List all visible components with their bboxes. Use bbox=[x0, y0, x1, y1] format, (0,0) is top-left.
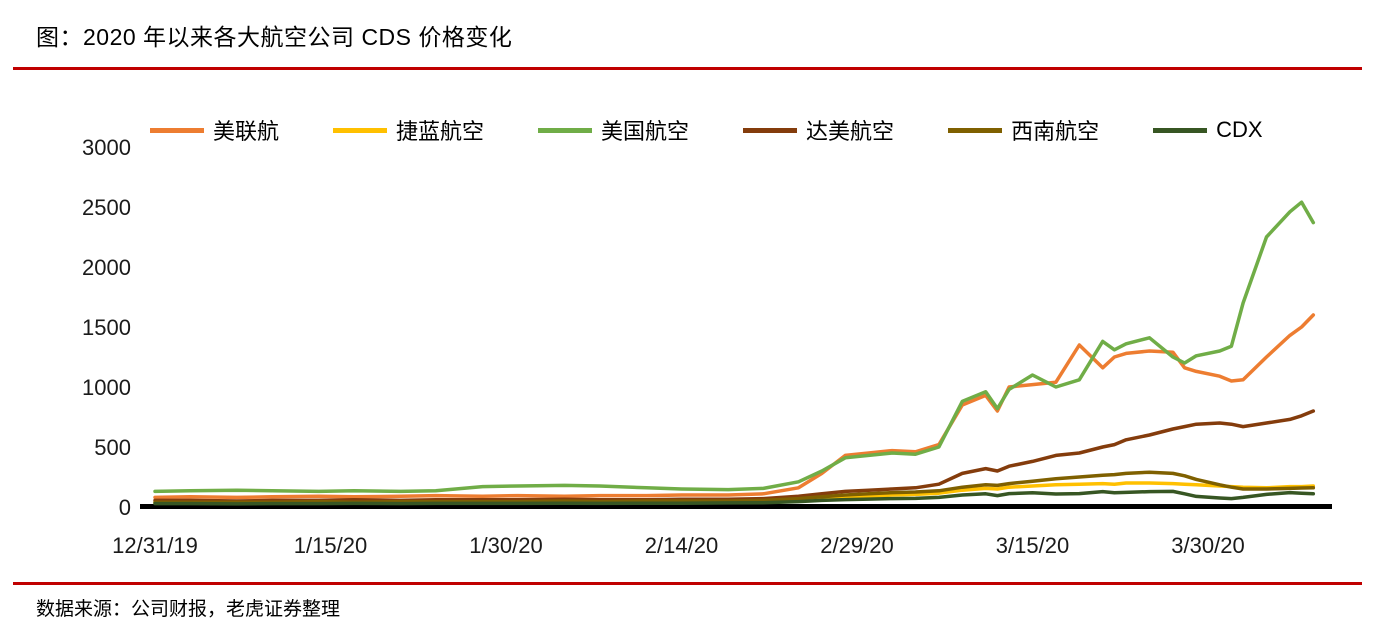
x-axis-tick-label: 2/29/20 bbox=[820, 533, 893, 558]
legend-item-united-airlines: 美联航 bbox=[150, 114, 279, 146]
legend-swatch-united-airlines bbox=[150, 127, 204, 133]
y-axis-tick-label: 2500 bbox=[82, 195, 131, 220]
y-axis-tick-label: 2000 bbox=[82, 255, 131, 280]
series-line-american-airlines bbox=[153, 200, 1316, 494]
x-axis-tick-label: 2/14/20 bbox=[645, 533, 718, 558]
legend-swatch-american-airlines bbox=[538, 127, 593, 133]
legend-item-southwest: 西南航空 bbox=[948, 114, 1099, 146]
legend-label-jetblue: 捷蓝航空 bbox=[396, 119, 485, 144]
legend-item-jetblue: 捷蓝航空 bbox=[333, 114, 484, 146]
y-axis-tick-label: 500 bbox=[94, 435, 131, 460]
x-axis-tick-label: 3/30/20 bbox=[1171, 533, 1244, 558]
x-axis-tick-label: 12/31/19 bbox=[112, 533, 198, 558]
legend-label-southwest: 西南航空 bbox=[1011, 119, 1100, 144]
x-axis-tick-label: 1/30/20 bbox=[469, 533, 542, 558]
x-axis-line bbox=[140, 504, 1332, 509]
legend-label-united-airlines: 美联航 bbox=[213, 119, 280, 144]
y-axis-tick-label: 3000 bbox=[82, 135, 131, 160]
page-title: 图：2020 年以来各大航空公司 CDS 价格变化 bbox=[36, 24, 513, 50]
y-axis-tick-label: 0 bbox=[119, 495, 131, 520]
top-divider bbox=[13, 67, 1362, 70]
chart-legend: 美联航 捷蓝航空 美国航空 达美航空 西南航空 CDX bbox=[150, 114, 1263, 146]
y-axis-tick-label: 1000 bbox=[82, 375, 131, 400]
legend-item-american-airlines: 美国航空 bbox=[538, 114, 689, 146]
legend-swatch-delta bbox=[743, 127, 798, 133]
legend-swatch-cdx bbox=[1153, 127, 1208, 133]
series-line-delta bbox=[153, 409, 1316, 503]
series-line-cdx bbox=[153, 489, 1316, 506]
y-axis-tick-label: 1500 bbox=[82, 315, 131, 340]
x-axis-tick-label: 3/15/20 bbox=[996, 533, 1069, 558]
legend-swatch-southwest bbox=[948, 127, 1003, 133]
legend-item-delta: 达美航空 bbox=[743, 114, 894, 146]
source-note: 数据来源：公司财报，老虎证券整理 bbox=[36, 599, 341, 620]
legend-label-american-airlines: 美国航空 bbox=[601, 119, 690, 144]
legend-swatch-jetblue bbox=[333, 127, 388, 133]
legend-label-cdx: CDX bbox=[1216, 117, 1263, 142]
bottom-divider bbox=[13, 582, 1362, 585]
series-line-united-airlines bbox=[153, 313, 1316, 500]
legend-label-delta: 达美航空 bbox=[806, 119, 895, 144]
legend-item-cdx: CDX bbox=[1153, 117, 1263, 143]
series-line-southwest bbox=[153, 470, 1316, 504]
x-axis-tick-label: 1/15/20 bbox=[294, 533, 367, 558]
